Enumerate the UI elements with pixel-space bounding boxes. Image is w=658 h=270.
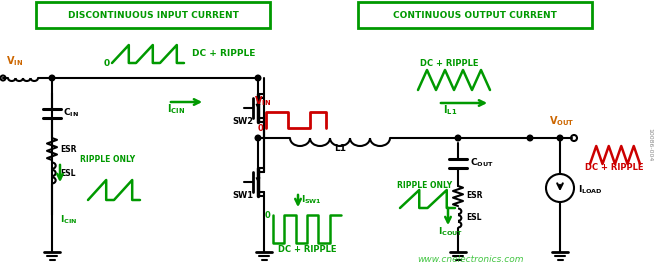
FancyBboxPatch shape [36,2,270,28]
Text: RIPPLE ONLY: RIPPLE ONLY [397,181,452,190]
Text: ESR: ESR [60,144,76,154]
Text: C$_{\bf IN}$: C$_{\bf IN}$ [63,107,79,119]
Text: 0: 0 [265,211,270,220]
Text: C$_{\bf OUT}$: C$_{\bf OUT}$ [470,157,494,169]
Text: 0: 0 [104,59,110,68]
Text: www.cnelectronics.com: www.cnelectronics.com [417,255,523,264]
Text: ESL: ESL [466,214,482,222]
Text: RIPPLE ONLY: RIPPLE ONLY [80,155,135,164]
Text: I$_{\bf L1}$: I$_{\bf L1}$ [443,103,457,117]
Circle shape [255,75,261,81]
Text: DC + RIPPLE: DC + RIPPLE [278,245,336,254]
Text: L1: L1 [334,144,346,153]
Text: DC + RIPPLE: DC + RIPPLE [585,163,644,172]
Text: DISCONTINUOUS INPUT CURRENT: DISCONTINUOUS INPUT CURRENT [68,12,238,21]
Text: DC + RIPPLE: DC + RIPPLE [420,59,478,68]
Circle shape [455,135,461,141]
Circle shape [557,135,563,141]
Text: V$_{\bf IN}$: V$_{\bf IN}$ [6,54,23,68]
Text: I$_{\bf CIN}$: I$_{\bf CIN}$ [60,214,77,226]
Circle shape [49,75,55,81]
Text: 10086-004: 10086-004 [647,128,653,162]
Text: DC + RIPPLE: DC + RIPPLE [192,49,255,58]
Text: SW1: SW1 [232,191,253,200]
Text: SW2: SW2 [232,117,253,126]
Text: 0: 0 [258,124,264,133]
Text: I$_{\bf COUT}$: I$_{\bf COUT}$ [438,226,463,238]
Text: ESL: ESL [60,168,76,177]
Text: I$_{\bf SW1}$: I$_{\bf SW1}$ [301,194,322,206]
Text: ESR: ESR [466,191,482,201]
Text: CONTINUOUS OUTPUT CURRENT: CONTINUOUS OUTPUT CURRENT [393,12,557,21]
Text: I$_{\bf LOAD}$: I$_{\bf LOAD}$ [578,184,603,196]
Circle shape [255,135,261,141]
FancyBboxPatch shape [358,2,592,28]
Circle shape [527,135,533,141]
Text: V$_{\bf IN}$: V$_{\bf IN}$ [254,94,271,108]
Text: I$_{\bf CIN}$: I$_{\bf CIN}$ [167,102,185,116]
Text: V$_{\bf OUT}$: V$_{\bf OUT}$ [549,114,575,128]
